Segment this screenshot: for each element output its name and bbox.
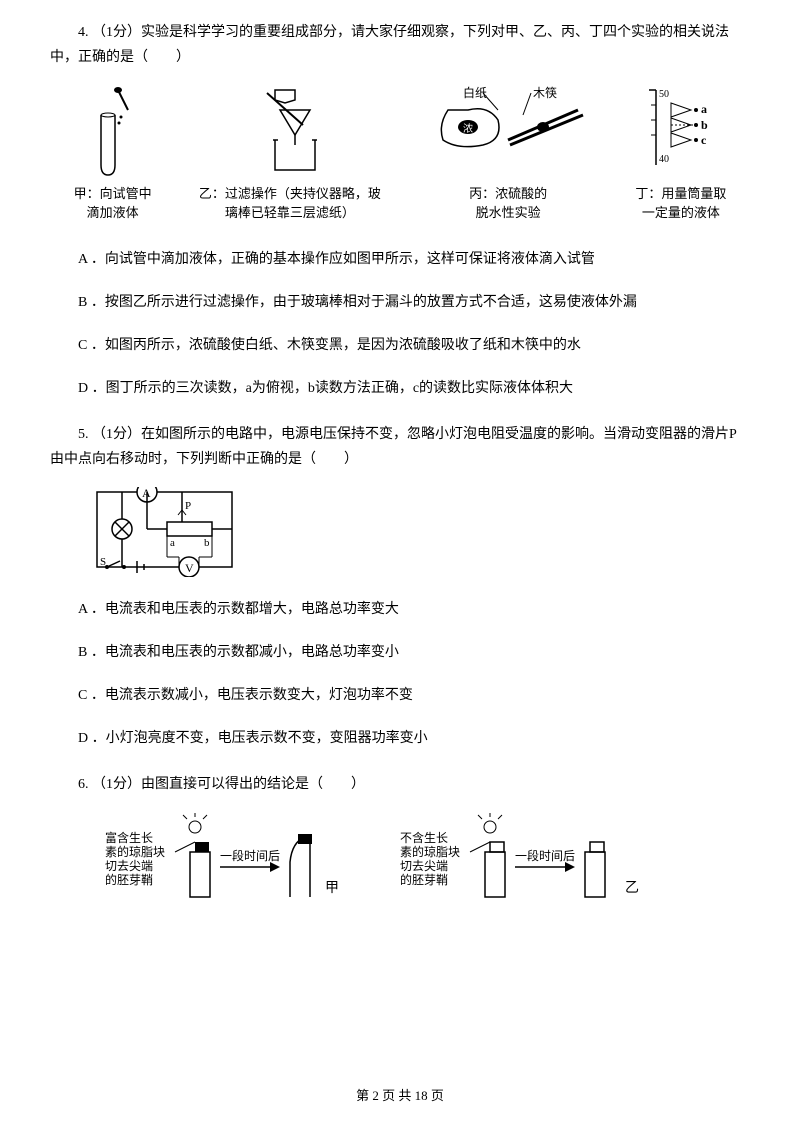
q5-optB: B ．电流表和电压表的示数都减小，电路总功率变小 bbox=[50, 640, 750, 665]
q4-figures: 甲：向试管中 滴加液体 乙：过滤操作（夹持仪器略，玻 璃棒已轻靠三层滤纸） bbox=[50, 85, 750, 221]
q5-optA: A ．电流表和电压表的示数都增大，电路总功率变大 bbox=[50, 597, 750, 622]
q4-optC: C ．如图丙所示，浓硫酸使白纸、木筷变黑，是因为浓硫酸吸收了纸和木筷中的水 bbox=[50, 333, 750, 358]
svg-text:P: P bbox=[185, 500, 191, 512]
figure-ding: 50 40 a b c 丁：用量筒量取 一定量的液体 bbox=[635, 85, 726, 221]
svg-text:c: c bbox=[701, 133, 707, 147]
coleoptile-icon: 富含生长 素的琼脂块 切去尖端 的胚芽鞘 一段时间后 甲 不含生长 素的琼脂块 bbox=[100, 812, 700, 912]
caption-bing: 丙：浓硫酸的 脱水性实验 bbox=[469, 185, 547, 221]
q5-stem: 5. （1分）在如图所示的电路中，电源电压保持不变，忽略小灯泡电阻受温度的影响。… bbox=[50, 422, 750, 472]
sulfuric-icon: 白纸 木筷 浓 bbox=[428, 85, 588, 180]
circuit-icon: A P a b V S bbox=[92, 487, 242, 577]
q5-optD: D ．小灯泡亮度不变，电压表示数不变，变阻器功率变小 bbox=[50, 726, 750, 751]
svg-text:V: V bbox=[185, 561, 194, 575]
svg-text:b: b bbox=[701, 118, 708, 132]
caption-jia: 甲：向试管中 滴加液体 bbox=[74, 185, 152, 221]
figure-jia: 甲：向试管中 滴加液体 bbox=[74, 85, 152, 221]
svg-text:一段时间后: 一段时间后 bbox=[220, 848, 280, 863]
q4-stem: 4. （1分）实验是科学学习的重要组成部分，请大家仔细观察，下列对甲、乙、丙、丁… bbox=[50, 20, 750, 70]
svg-text:甲: 甲 bbox=[325, 881, 339, 896]
svg-text:40: 40 bbox=[659, 154, 669, 165]
caption-ding: 丁：用量筒量取 一定量的液体 bbox=[635, 185, 726, 221]
right-text: 不含生长 素的琼脂块 切去尖端 的胚芽鞘 bbox=[400, 830, 463, 887]
svg-text:b: b bbox=[204, 537, 210, 549]
svg-text:一段时间后: 一段时间后 bbox=[515, 848, 575, 863]
label-mukuai: 木筷 bbox=[533, 85, 557, 100]
cylinder-icon: 50 40 a b c bbox=[641, 85, 721, 180]
figure-yi: 乙：过滤操作（夹持仪器略，玻 璃棒已轻靠三层滤纸） bbox=[199, 85, 381, 221]
question-5: 5. （1分）在如图所示的电路中，电源电压保持不变，忽略小灯泡电阻受温度的影响。… bbox=[50, 422, 750, 752]
svg-text:乙: 乙 bbox=[625, 880, 639, 896]
filter-icon bbox=[245, 85, 335, 180]
page-footer: 第 2 页 共 18 页 bbox=[0, 1084, 800, 1107]
q4-optA: A ．向试管中滴加液体，正确的基本操作应如图甲所示，这样可保证将液体滴入试管 bbox=[50, 247, 750, 272]
figure-bing: 白纸 木筷 浓 丙：浓硫酸的 脱水性实验 bbox=[428, 85, 588, 221]
q4-optD: D ．图丁所示的三次读数，a为俯视，b读数方法正确，c的读数比实际液体体积大 bbox=[50, 376, 750, 401]
q5-optC: C ．电流表示数减小，电压表示数变大，灯泡功率不变 bbox=[50, 683, 750, 708]
q6-stem: 6. （1分）由图直接可以得出的结论是（ ） bbox=[50, 772, 750, 797]
tube-dropper-icon bbox=[83, 85, 143, 180]
label-baizhi: 白纸 bbox=[463, 85, 487, 100]
q4-optB: B ．按图乙所示进行过滤操作，由于玻璃棒相对于漏斗的放置方式不合适，这易使液体外… bbox=[50, 290, 750, 315]
svg-text:50: 50 bbox=[659, 89, 669, 100]
svg-text:a: a bbox=[701, 102, 707, 116]
caption-yi: 乙：过滤操作（夹持仪器略，玻 璃棒已轻靠三层滤纸） bbox=[199, 185, 381, 221]
left-text: 富含生长 素的琼脂块 切去尖端 的胚芽鞘 bbox=[105, 830, 168, 887]
q6-diagram: 富含生长 素的琼脂块 切去尖端 的胚芽鞘 一段时间后 甲 不含生长 素的琼脂块 bbox=[50, 812, 750, 912]
question-6: 6. （1分）由图直接可以得出的结论是（ ） 富含生长 素的琼脂块 切去尖端 的… bbox=[50, 772, 750, 912]
label-nong: 浓 bbox=[463, 123, 473, 135]
circuit-diagram: A P a b V S bbox=[92, 487, 750, 577]
svg-text:a: a bbox=[170, 537, 175, 549]
question-4: 4. （1分）实验是科学学习的重要组成部分，请大家仔细观察，下列对甲、乙、丙、丁… bbox=[50, 20, 750, 402]
